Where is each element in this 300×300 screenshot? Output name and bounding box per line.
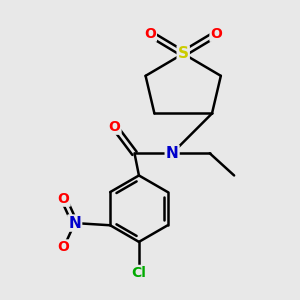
Text: O: O (144, 27, 156, 41)
Text: N: N (166, 146, 178, 161)
Text: S: S (178, 46, 189, 61)
Text: O: O (58, 192, 70, 206)
Text: Cl: Cl (131, 266, 146, 280)
Text: O: O (211, 27, 222, 41)
Text: O: O (58, 240, 70, 254)
Text: N: N (68, 216, 81, 231)
Text: O: O (109, 120, 121, 134)
